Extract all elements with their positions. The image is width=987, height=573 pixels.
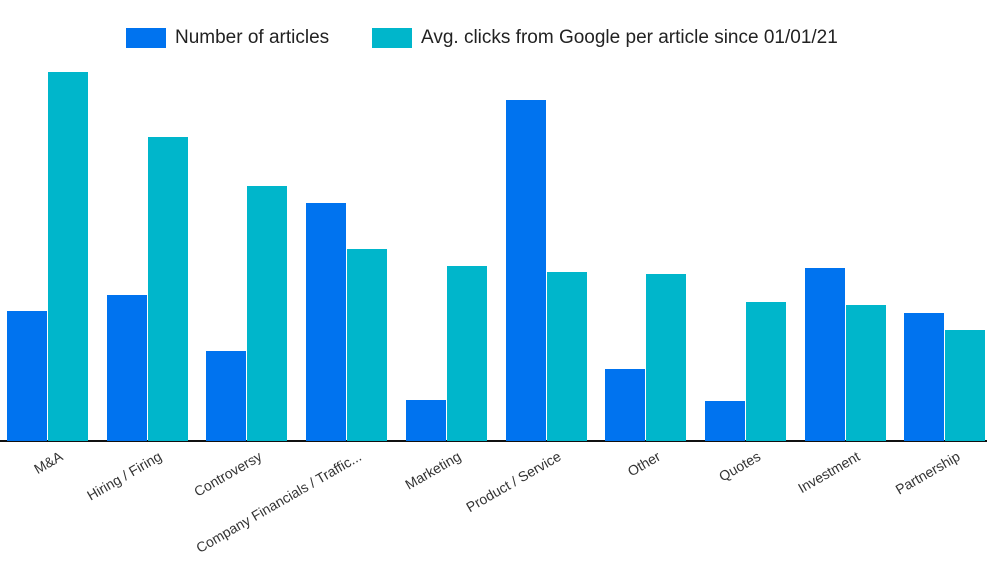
bar-articles[interactable] <box>904 313 945 441</box>
legend-swatch-clicks <box>372 28 412 48</box>
x-axis-tick-label: Partnership <box>892 448 963 498</box>
bar-clicks[interactable] <box>546 272 587 441</box>
x-axis-tick-label: Hiring / Firing <box>84 448 165 504</box>
x-axis-tick-label: M&A <box>30 448 65 478</box>
bar-articles[interactable] <box>704 401 745 441</box>
bar-clicks[interactable] <box>945 330 986 441</box>
legend-item-articles[interactable]: Number of articles <box>126 26 329 50</box>
x-axis-tick-label: Controversy <box>191 448 265 500</box>
bar-articles[interactable] <box>605 369 646 441</box>
x-axis-tick-label: Product / Service <box>463 448 564 516</box>
bar-articles[interactable] <box>106 295 147 441</box>
bar-clicks[interactable] <box>347 249 388 441</box>
bar-clicks[interactable] <box>845 305 886 441</box>
x-axis-tick-label: Quotes <box>715 448 763 485</box>
legend-label-clicks: Avg. clicks from Google per article sinc… <box>421 27 838 48</box>
x-axis-line <box>0 440 987 442</box>
x-axis-tick-label: Other <box>624 448 664 480</box>
bar-clicks[interactable] <box>745 302 786 441</box>
legend-item-clicks[interactable]: Avg. clicks from Google per article sinc… <box>372 26 838 50</box>
legend-label-articles: Number of articles <box>175 27 330 48</box>
bar-articles[interactable] <box>804 268 845 441</box>
bar-clicks[interactable] <box>48 72 88 441</box>
bar-clicks[interactable] <box>147 137 188 441</box>
bar-clicks[interactable] <box>446 266 487 441</box>
bar-articles[interactable] <box>405 400 446 441</box>
chart-legend: Number of articles Avg. clicks from Goog… <box>0 26 987 50</box>
bar-articles[interactable] <box>505 100 546 441</box>
bar-clicks[interactable] <box>646 274 687 441</box>
bar-articles[interactable] <box>306 203 347 441</box>
bar-articles[interactable] <box>7 311 47 441</box>
x-axis-tick-label: Marketing <box>402 448 464 493</box>
x-axis-tick-label: Investment <box>795 448 863 497</box>
bar-articles[interactable] <box>206 351 247 441</box>
legend-swatch-articles <box>126 28 166 48</box>
x-axis-tick-label: Company Financials / Traffic... <box>193 448 365 556</box>
bar-clicks[interactable] <box>247 186 288 441</box>
